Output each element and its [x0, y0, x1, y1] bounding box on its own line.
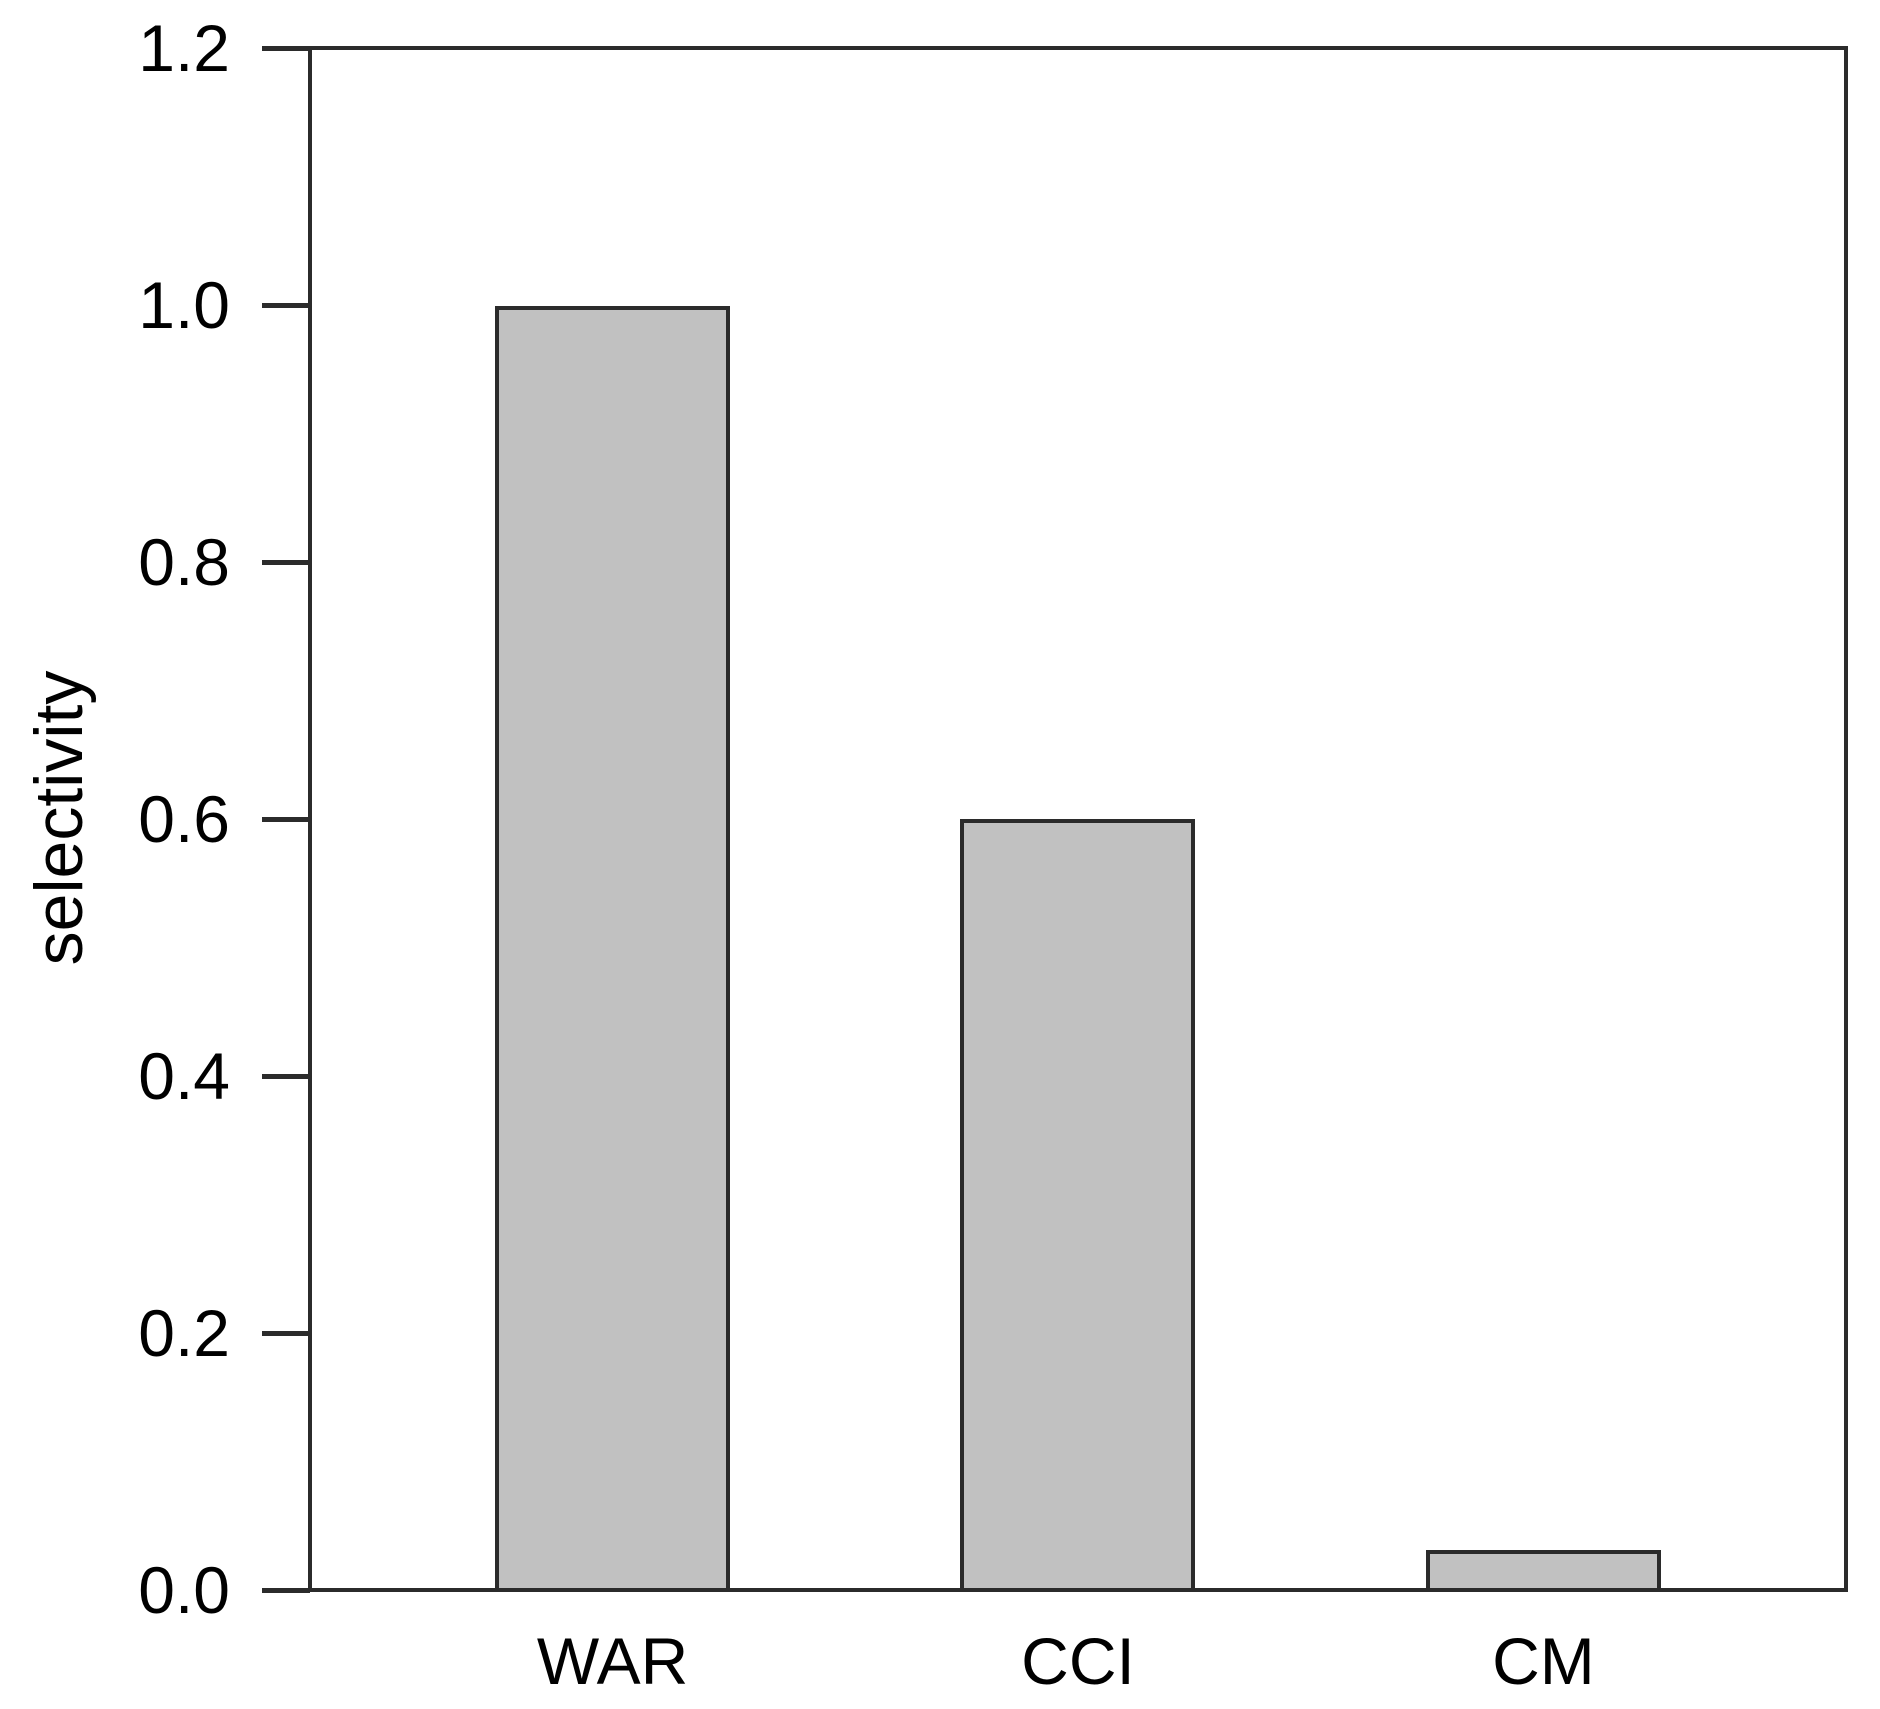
- y-tick-label: 0.6: [138, 782, 230, 856]
- y-tick-label: 1.2: [138, 11, 230, 85]
- y-tick-label: 0.4: [138, 1039, 230, 1113]
- bar-cm: [1425, 1549, 1661, 1588]
- y-tick-mark: [262, 816, 310, 822]
- x-tick-label-cci: CCI: [1021, 1624, 1135, 1698]
- y-tick-mark: [262, 1587, 310, 1593]
- x-tick-label-cm: CM: [1492, 1624, 1595, 1698]
- x-tick-label-war: WAR: [536, 1624, 689, 1698]
- y-tick-label: 0.8: [138, 525, 230, 599]
- y-tick-mark: [262, 1330, 310, 1336]
- bar-cci: [960, 819, 1196, 1588]
- y-tick-mark: [262, 559, 310, 565]
- plot-area: [308, 46, 1848, 1592]
- y-tick-label: 0.0: [138, 1553, 230, 1627]
- y-tick-label: 0.2: [138, 1296, 230, 1370]
- y-tick-mark: [262, 1073, 310, 1079]
- y-tick-mark: [262, 302, 310, 308]
- y-tick-label: 1.0: [138, 268, 230, 342]
- bar-war: [495, 306, 731, 1588]
- y-tick-mark: [262, 45, 310, 51]
